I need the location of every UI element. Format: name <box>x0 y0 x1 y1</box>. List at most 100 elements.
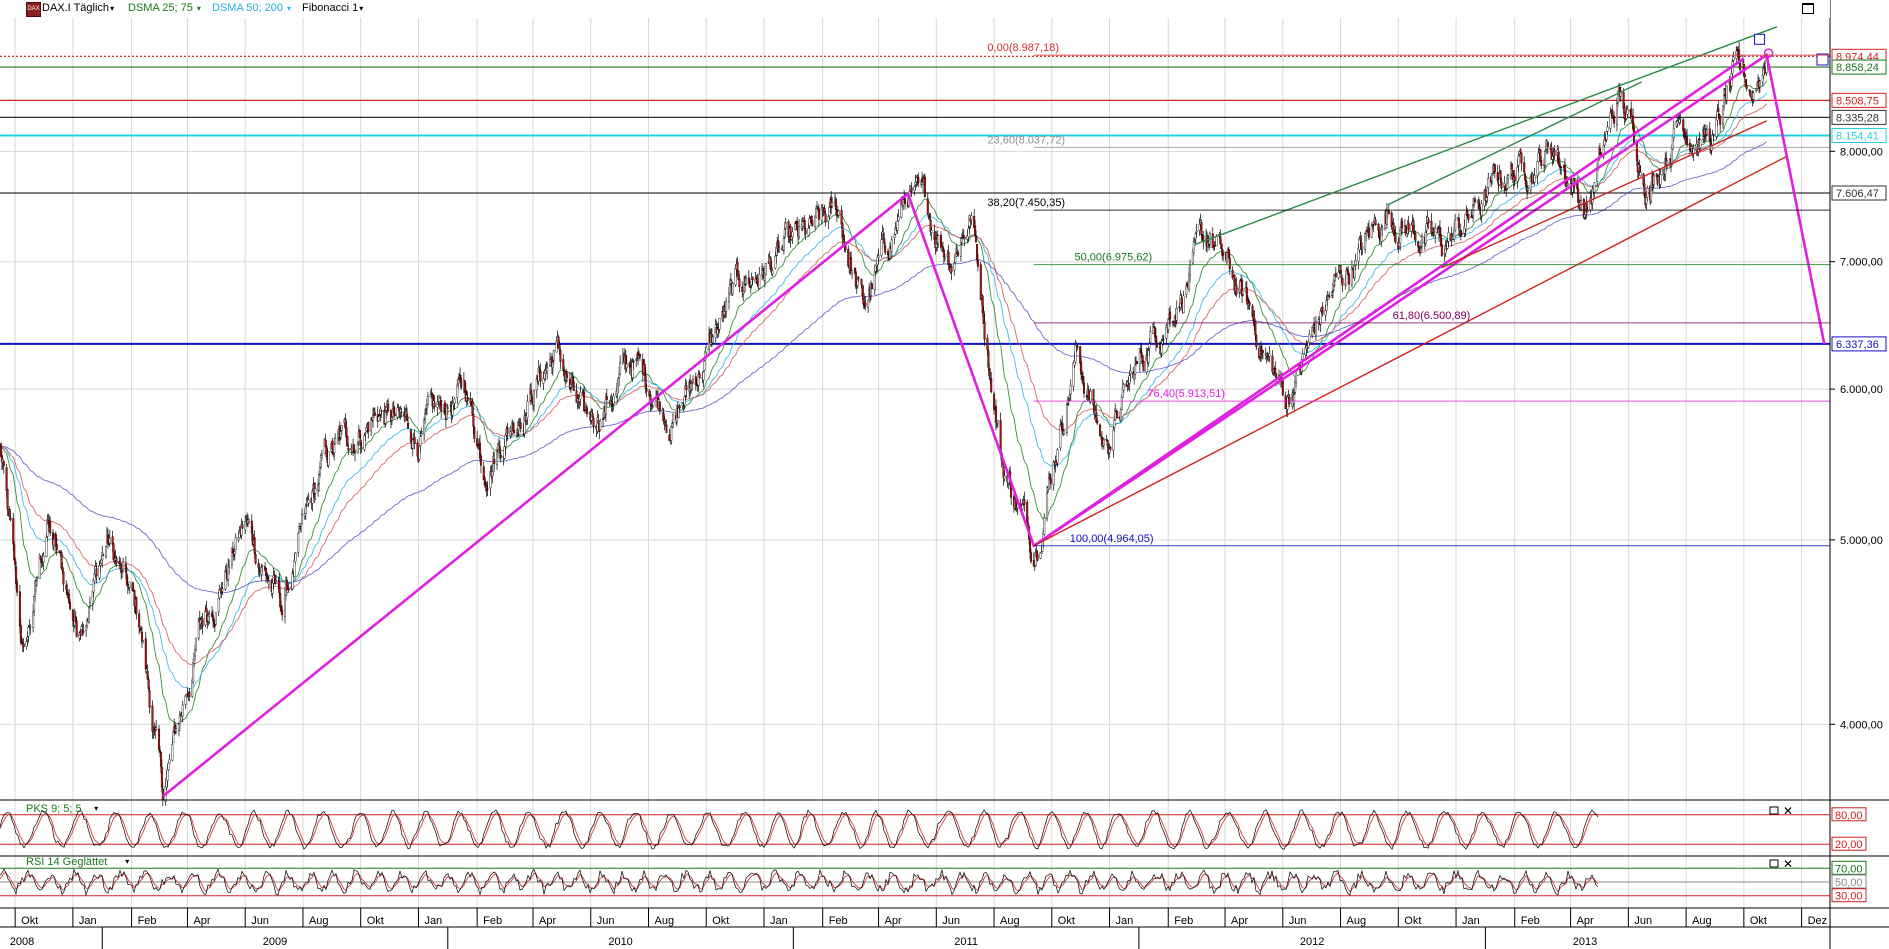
candle-body <box>95 568 98 576</box>
candle-body <box>854 271 857 287</box>
candle-body <box>1076 345 1079 348</box>
candle-body <box>360 447 363 450</box>
candle-body <box>12 518 15 545</box>
candle-body <box>1626 109 1629 115</box>
candle-body <box>774 255 777 269</box>
candle-body <box>926 198 929 215</box>
candle-body <box>816 207 819 210</box>
candle-body <box>214 612 217 625</box>
candle-body <box>771 270 774 275</box>
candle-body <box>1357 248 1360 262</box>
candle-body <box>1506 177 1509 189</box>
candle-body <box>731 283 734 295</box>
candle-body <box>1308 333 1311 343</box>
candle-body <box>974 225 977 236</box>
candle-body <box>963 238 966 240</box>
candle-body <box>1374 219 1377 226</box>
candle-body <box>1162 339 1165 341</box>
candle-body <box>250 520 253 534</box>
month-tick-label: Feb <box>829 915 848 927</box>
candle-body <box>340 425 343 431</box>
fibonacci-label: 100,00(4.964,05) <box>1070 533 1154 545</box>
candle-body <box>33 595 36 612</box>
candle-body <box>1496 172 1499 181</box>
candle-body <box>1325 300 1328 311</box>
candle-body <box>1082 382 1085 394</box>
trendline <box>1441 120 1767 269</box>
candle-body <box>359 439 362 447</box>
candle-body <box>1519 149 1522 153</box>
candle-body <box>1065 404 1068 433</box>
candle-body <box>86 620 89 627</box>
candle-body <box>1410 224 1413 232</box>
candle-body <box>1430 221 1433 233</box>
candle-body <box>52 538 55 546</box>
candle-body <box>298 526 301 533</box>
maximize-icon[interactable] <box>1802 3 1814 14</box>
candle-body <box>390 417 393 421</box>
candle-body <box>1337 271 1340 279</box>
candle-body <box>1213 245 1216 247</box>
candle-body <box>1679 117 1682 119</box>
candle-body <box>1049 478 1052 484</box>
fibonacci-label: Fibonacci 1 <box>302 2 359 14</box>
candle-body <box>320 454 323 458</box>
candle-body <box>208 614 211 617</box>
candle-body <box>304 506 307 514</box>
candle-body <box>1526 187 1529 191</box>
candle-body <box>1540 160 1543 166</box>
candle-body <box>314 488 317 494</box>
candle-body <box>1399 228 1402 244</box>
month-tick-label: Okt <box>367 915 384 927</box>
candle-body <box>151 705 154 732</box>
candle-body <box>928 218 931 220</box>
fibonacci-dropdown[interactable]: Fibonacci 1▾ <box>302 2 363 14</box>
candle-body <box>218 589 221 599</box>
candle-body <box>1761 74 1764 83</box>
symbol-icon[interactable]: DAX <box>26 2 41 17</box>
candle-body <box>267 580 270 585</box>
candle-body <box>831 202 834 207</box>
dsma2-dropdown[interactable]: DSMA 50; 200 ▾ <box>212 2 291 14</box>
candle-body <box>1106 440 1109 447</box>
candle-body <box>798 226 801 238</box>
candle-body <box>1717 108 1720 113</box>
reference-label: 30,00 <box>1835 891 1863 903</box>
candle-body <box>705 346 708 353</box>
candle-body <box>1293 394 1296 404</box>
dsma1-dropdown[interactable]: DSMA 25; 75 ▾ <box>128 2 201 14</box>
candle-body <box>728 284 731 294</box>
reference-label-box <box>1831 807 1867 822</box>
candle-body <box>542 378 545 384</box>
candle-body <box>1732 56 1735 61</box>
candle-body <box>1394 233 1397 243</box>
candle-body <box>1487 177 1490 188</box>
candle-body <box>452 402 455 405</box>
symbol-dropdown[interactable]: DAX.I Täglich▾ <box>42 2 114 14</box>
candle-body <box>160 766 163 788</box>
candle-body <box>1052 462 1055 486</box>
candle-body <box>45 537 48 558</box>
candle-body <box>1021 504 1024 510</box>
month-tick-label: Dez <box>1808 915 1828 927</box>
candle-body <box>979 264 982 300</box>
candle-body <box>1003 475 1006 479</box>
candle-body <box>509 428 512 437</box>
candle-body <box>856 279 859 287</box>
reference-label-box <box>1831 888 1867 903</box>
candle-body <box>562 359 565 370</box>
candle-body <box>409 429 412 442</box>
candle-body <box>602 418 605 420</box>
candle-body <box>1478 206 1481 209</box>
candle-body <box>783 229 786 238</box>
candle-body <box>1425 223 1428 231</box>
candle-body <box>1345 270 1348 286</box>
candle-body <box>152 731 155 733</box>
candle-body <box>635 359 638 361</box>
candle-body <box>834 198 837 211</box>
candle-body <box>1613 116 1616 124</box>
candle-body <box>285 579 288 591</box>
fibonacci-label: 61,80(6.500,89) <box>1393 310 1471 322</box>
candle-body <box>1314 321 1317 337</box>
